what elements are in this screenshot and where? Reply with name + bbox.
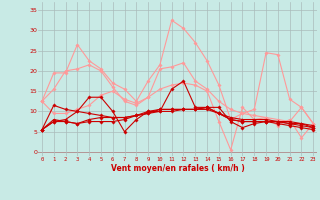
X-axis label: Vent moyen/en rafales ( km/h ): Vent moyen/en rafales ( km/h ) [111,164,244,173]
